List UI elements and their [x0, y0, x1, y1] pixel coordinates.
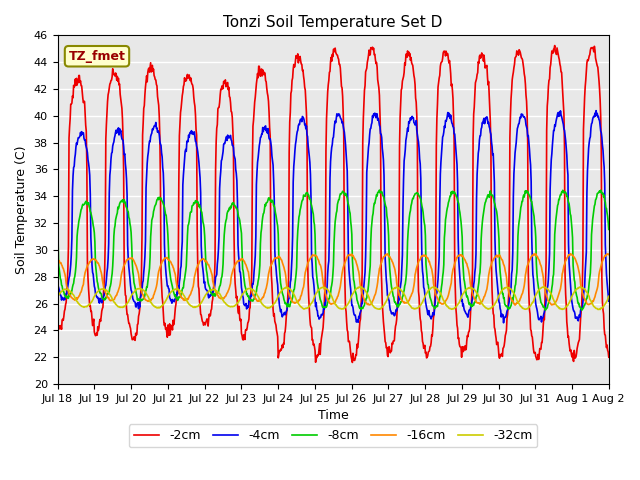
-8cm	[282, 300, 290, 306]
-2cm	[605, 354, 612, 360]
-4cm	[378, 145, 386, 151]
-32cm	[54, 294, 61, 300]
-2cm	[349, 360, 356, 365]
-32cm	[156, 305, 164, 311]
-2cm	[54, 317, 61, 323]
-16cm	[378, 257, 386, 263]
Title: Tonzi Soil Temperature Set D: Tonzi Soil Temperature Set D	[223, 15, 443, 30]
Y-axis label: Soil Temperature (C): Soil Temperature (C)	[15, 145, 28, 274]
-2cm	[80, 98, 88, 104]
-16cm	[605, 252, 612, 257]
-32cm	[578, 285, 586, 290]
-4cm	[605, 298, 612, 304]
Line: -8cm: -8cm	[58, 190, 609, 310]
-8cm	[54, 229, 61, 235]
-4cm	[156, 138, 164, 144]
-4cm	[592, 108, 600, 114]
-2cm	[551, 43, 559, 48]
-8cm	[579, 307, 586, 312]
-4cm	[586, 134, 594, 140]
Line: -2cm: -2cm	[58, 46, 609, 362]
Text: TZ_fmet: TZ_fmet	[68, 50, 125, 63]
-4cm	[500, 320, 508, 325]
-8cm	[587, 257, 595, 263]
-16cm	[511, 302, 519, 308]
-16cm	[156, 264, 164, 270]
-8cm	[605, 227, 612, 232]
-32cm	[379, 304, 387, 310]
-8cm	[376, 187, 383, 193]
Line: -16cm: -16cm	[58, 254, 609, 305]
-2cm	[379, 310, 387, 316]
-4cm	[282, 308, 290, 314]
-8cm	[379, 193, 387, 199]
-2cm	[579, 283, 586, 288]
-16cm	[579, 290, 586, 296]
-16cm	[80, 276, 88, 282]
Line: -32cm: -32cm	[58, 287, 609, 310]
-8cm	[80, 202, 88, 207]
Line: -4cm: -4cm	[58, 111, 609, 323]
-16cm	[532, 251, 540, 257]
Legend: -2cm, -4cm, -8cm, -16cm, -32cm: -2cm, -4cm, -8cm, -16cm, -32cm	[129, 424, 538, 447]
-32cm	[80, 304, 88, 310]
-32cm	[357, 284, 365, 290]
-8cm	[156, 195, 164, 201]
-32cm	[596, 307, 604, 312]
-16cm	[587, 300, 595, 306]
-4cm	[578, 306, 586, 312]
-16cm	[282, 279, 290, 285]
-32cm	[282, 285, 290, 290]
-4cm	[54, 279, 61, 285]
-2cm	[587, 45, 595, 51]
-4cm	[80, 135, 88, 141]
-2cm	[282, 313, 290, 319]
-32cm	[605, 293, 612, 299]
-32cm	[586, 297, 594, 303]
-16cm	[54, 256, 61, 262]
-8cm	[578, 307, 586, 313]
-2cm	[156, 134, 164, 140]
X-axis label: Time: Time	[318, 409, 349, 422]
